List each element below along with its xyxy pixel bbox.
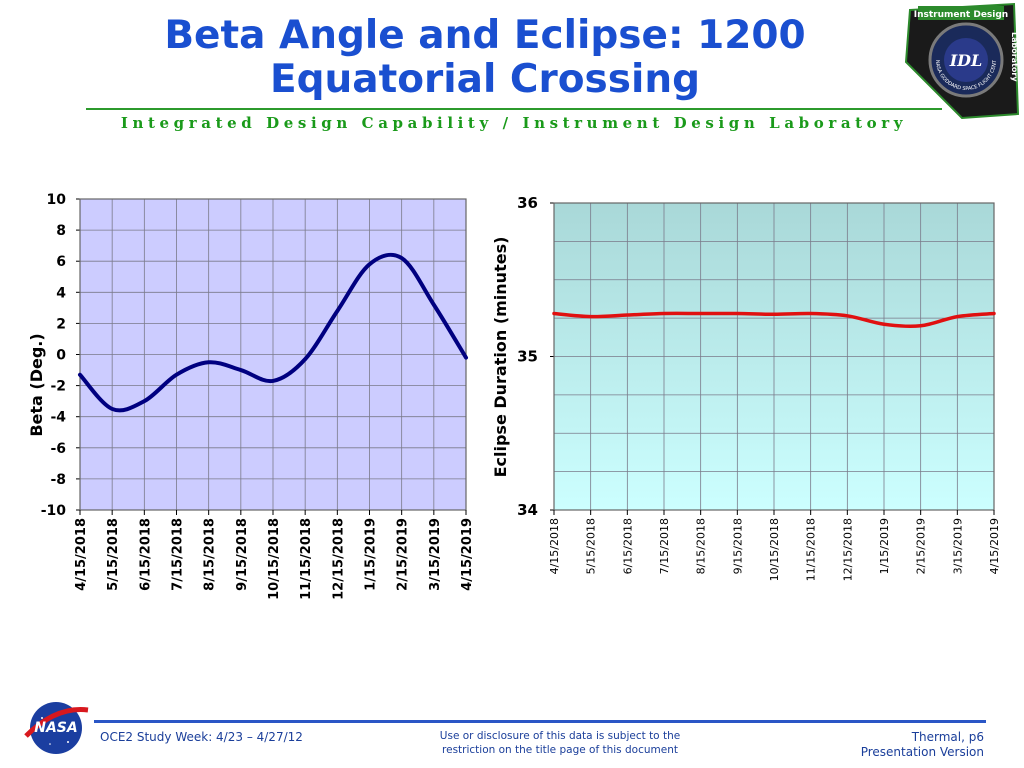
y-tick-label: 4 <box>56 285 66 301</box>
x-tick-label: 7/15/2018 <box>171 518 186 591</box>
footer-page-number: Thermal, p6 <box>911 730 984 744</box>
x-tick-label: 1/15/2019 <box>878 518 891 574</box>
y-tick-label: -4 <box>50 410 66 426</box>
x-tick-label: 4/15/2019 <box>460 518 475 591</box>
chart-eclipse-duration: 36 35 34 4/15/2018 5/15/2018 6/15/2018 7/15/20… <box>491 194 1001 581</box>
slide-title: Beta Angle and Eclipse: 1200 Equatorial … <box>164 13 806 102</box>
y-tick-label: 36 <box>517 194 538 212</box>
x-tick-label: 8/15/2018 <box>695 518 708 574</box>
x-tick-label: 4/15/2018 <box>548 518 561 574</box>
x-tick-label: 3/15/2019 <box>951 518 964 574</box>
y-axis-label: Beta (Deg.) <box>27 333 46 436</box>
x-tick-label: 5/15/2018 <box>585 518 598 574</box>
x-tick-label: 12/15/2018 <box>841 518 854 581</box>
footer-page-info: Thermal, p6 Presentation Version <box>861 730 984 760</box>
idl-logo: Instrument Design IDL Laboratory NASA GO… <box>902 2 1020 120</box>
y-tick-label: 2 <box>56 316 66 332</box>
x-tick-label: 11/15/2018 <box>805 518 818 581</box>
x-tick-label: 3/15/2019 <box>428 518 443 591</box>
footer-disclaimer-line2: restriction on the title page of this do… <box>442 744 678 756</box>
chart-beta-angle: 10 8 6 4 2 0 -2 -4 -6 -8 -10 4/15/2018 5/15/2018 6/15… <box>27 192 475 600</box>
x-tick-label: 9/15/2018 <box>731 518 744 574</box>
x-tick-label: 8/15/2018 <box>203 518 218 591</box>
y-tick-label: 35 <box>517 348 538 366</box>
x-tick-label: 10/15/2018 <box>267 518 282 600</box>
nasa-logo: NASA <box>24 702 89 754</box>
y-tick-label: 8 <box>56 223 66 239</box>
nasa-logo-text: NASA <box>34 720 77 736</box>
x-tick-label: 9/15/2018 <box>235 518 250 591</box>
y-axis-label: Eclipse Duration (minutes) <box>491 237 510 478</box>
x-tick-label: 2/15/2019 <box>915 518 928 574</box>
footer-divider <box>94 720 986 723</box>
y-tick-label: -2 <box>50 379 66 395</box>
x-tick-label: 5/15/2018 <box>106 518 121 591</box>
slide-subtitle: Integrated Design Capability / Instrumen… <box>120 114 908 132</box>
footer-disclaimer-line1: Use or disclosure of this data is subjec… <box>439 730 681 742</box>
x-tick-label: 7/15/2018 <box>658 518 671 574</box>
series-line <box>552 311 996 329</box>
footer-version: Presentation Version <box>860 745 984 759</box>
x-tick-label: 2/15/2019 <box>396 518 411 591</box>
y-tick-label: -8 <box>50 472 66 488</box>
x-tick-label: 4/15/2018 <box>74 518 89 591</box>
y-tick-label: 6 <box>56 254 66 270</box>
x-tick-label: 12/15/2018 <box>331 518 346 600</box>
title-divider <box>86 108 942 110</box>
y-tick-label: -10 <box>41 503 67 519</box>
x-tick-label: 6/15/2018 <box>138 518 153 591</box>
x-tick-label: 10/15/2018 <box>768 518 781 581</box>
y-tick-label: 34 <box>517 501 538 519</box>
footer-study-week: OCE2 Study Week: 4/23 – 4/27/12 <box>100 730 303 744</box>
x-tick-label: 11/15/2018 <box>299 518 314 600</box>
footer-disclaimer: Use or disclosure of this data is subjec… <box>410 729 710 757</box>
x-tick-label: 4/15/2019 <box>988 518 1001 574</box>
logo-top-text: Instrument Design <box>914 10 1008 20</box>
charts-canvas: 10 8 6 4 2 0 -2 -4 -6 -8 -10 4/15/2018 5/15/2018 6/15… <box>27 192 1001 600</box>
series-line <box>78 252 468 413</box>
y-tick-label: -6 <box>50 441 66 457</box>
y-tick-label: 10 <box>47 192 67 208</box>
logo-side-text: Laboratory <box>1010 32 1019 82</box>
x-tick-label: 1/15/2019 <box>364 518 379 591</box>
y-tick-label: 0 <box>56 348 66 364</box>
logo-center-text: IDL <box>949 51 983 70</box>
x-tick-label: 6/15/2018 <box>621 518 634 574</box>
